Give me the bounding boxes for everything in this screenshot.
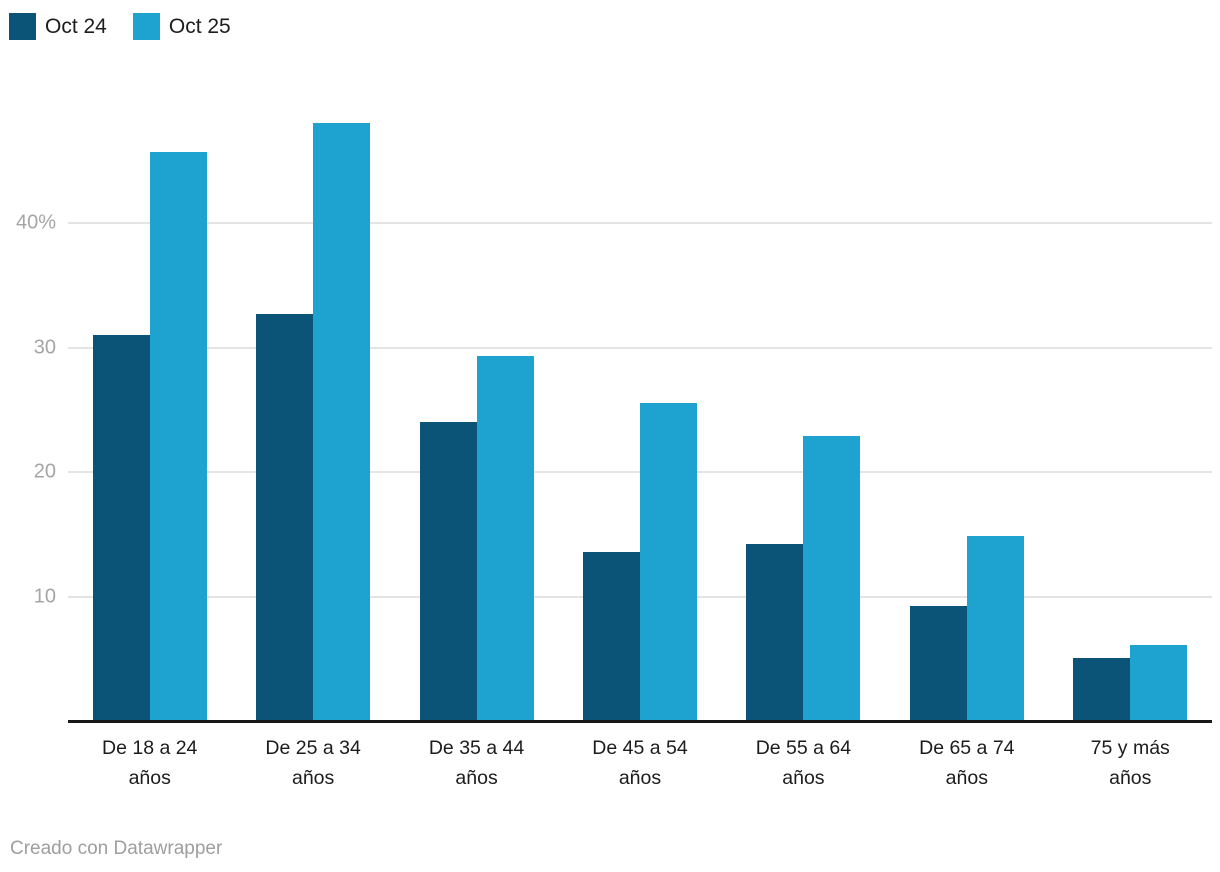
x-axis-label-7: 75 y más años — [1090, 737, 1170, 789]
x-axis-label-3: De 35 a 44 años — [428, 737, 525, 789]
legend-label-oct25: Oct 25 — [168, 14, 231, 38]
bars-layer — [68, 98, 1212, 722]
y-axis-label-30: 30 — [33, 336, 56, 359]
bar-oct24-group4 — [582, 552, 640, 722]
bar-group-3 — [395, 98, 558, 722]
legend-swatch-oct25 — [132, 13, 160, 40]
legend-swatch-oct24 — [9, 13, 36, 40]
bar-group-1 — [68, 98, 231, 722]
x-axis-label-2: De 25 a 34 años — [265, 737, 361, 789]
bar-oct24-group1 — [92, 335, 150, 722]
bar-group-6 — [885, 98, 1048, 722]
attribution: Creado con Datawrapper — [10, 838, 223, 859]
bar-oct24-group3 — [419, 422, 477, 722]
bar-oct25-group6 — [966, 536, 1024, 722]
x-axis-label-1: De 18 a 24 años — [102, 737, 198, 789]
bar-oct24-group6 — [909, 605, 967, 722]
bar-oct25-group5 — [803, 436, 861, 722]
legend-item-oct25: Oct 25 — [132, 13, 231, 40]
bar-oct25-group3 — [476, 356, 534, 722]
bar-oct25-group7 — [1130, 644, 1188, 722]
y-axis-labels: 10 20 30 40% — [0, 98, 56, 722]
y-axis-label-20: 20 — [33, 460, 56, 483]
bar-oct24-group2 — [256, 313, 314, 722]
bar-oct25-group2 — [313, 122, 371, 722]
plot-area — [68, 98, 1212, 723]
bar-group-7 — [1049, 98, 1212, 722]
bar-oct25-group4 — [639, 402, 697, 722]
x-axis-label-6: De 65 a 74 años — [919, 737, 1015, 789]
bar-group-4 — [558, 98, 721, 722]
gridline-30 — [68, 346, 1212, 349]
bar-oct25-group1 — [149, 151, 207, 722]
legend-label-oct24: Oct 24 — [45, 14, 107, 38]
bar-oct24-group5 — [746, 543, 804, 722]
y-axis-label-40: 40% — [15, 211, 56, 234]
x-axis-labels: De 18 a 24 años De 25 a 34 años De 35 a 44… — [68, 733, 1212, 793]
gridline-40 — [68, 221, 1212, 224]
legend: Oct 24 Oct 25 — [9, 13, 231, 40]
bar-group-2 — [231, 98, 394, 722]
bar-group-5 — [722, 98, 885, 722]
legend-item-oct24: Oct 24 — [9, 13, 107, 40]
x-axis-label-5: De 55 a 64 años — [755, 737, 852, 789]
y-axis-label-10: 10 — [33, 585, 56, 608]
bar-oct24-group7 — [1073, 658, 1131, 722]
x-axis-label-4: De 45 a 54 años — [592, 737, 688, 789]
x-axis-line — [68, 720, 1212, 723]
